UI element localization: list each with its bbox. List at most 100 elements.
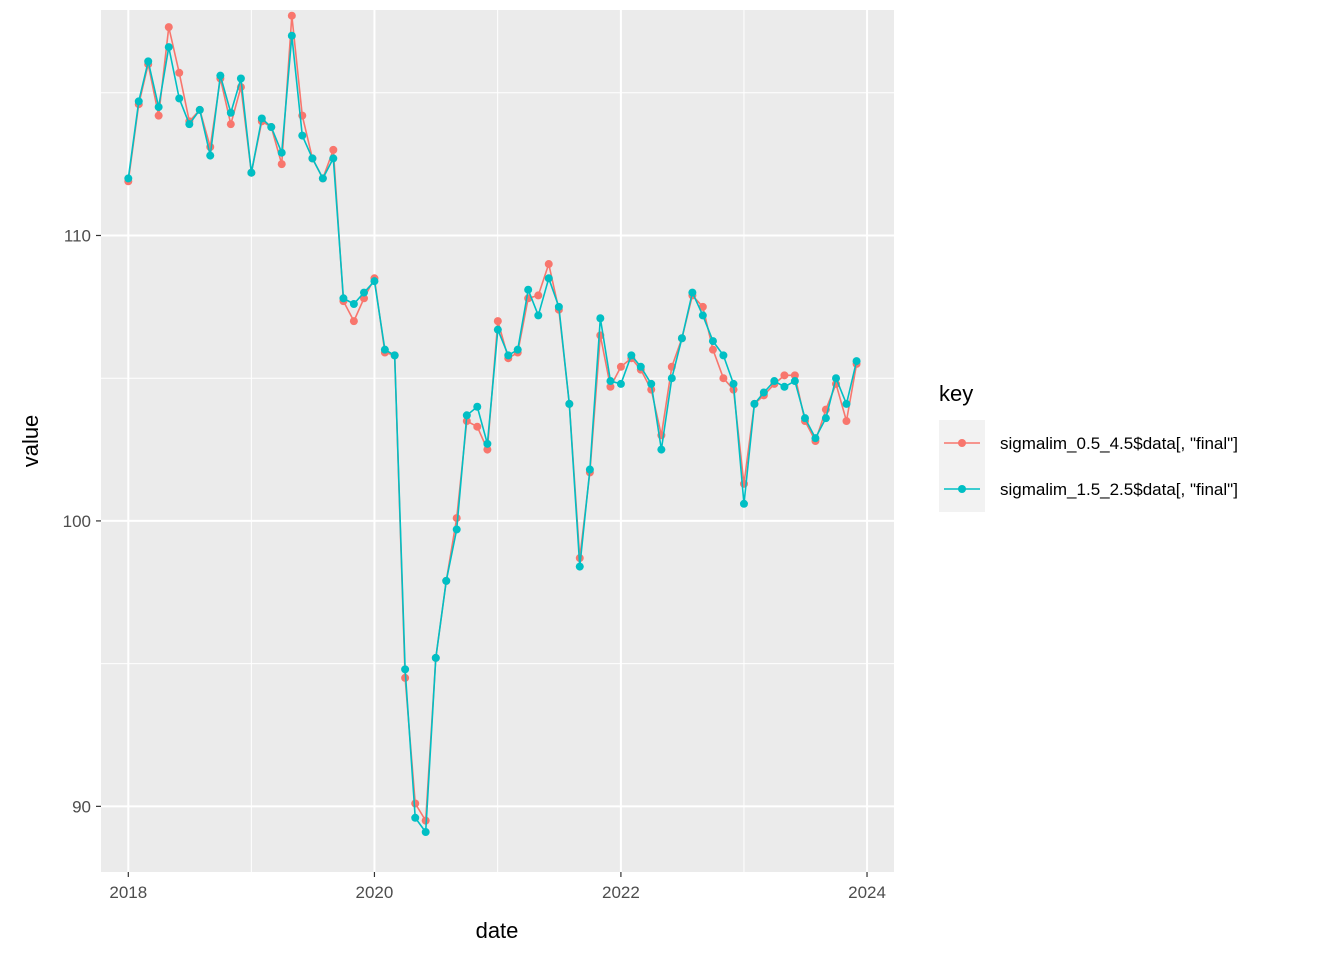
series-2-point (431, 653, 440, 662)
series-2-point (780, 382, 789, 391)
series-2-point (565, 399, 574, 408)
x-tick-label: 2018 (109, 883, 147, 902)
series-1-point (616, 362, 625, 371)
series-2-point (185, 120, 194, 129)
series-2-point (554, 302, 563, 311)
series-layer (124, 11, 861, 837)
series-2 (124, 31, 861, 837)
x-tick-label: 2020 (356, 883, 394, 902)
series-2-point (277, 148, 286, 157)
minor-gridlines (101, 10, 894, 872)
series-1-point (606, 382, 615, 391)
series-2-point (616, 379, 625, 388)
series-1-point (698, 302, 707, 311)
series-2-point (401, 665, 410, 674)
series-2-point (790, 377, 799, 386)
series-2-point (667, 374, 676, 383)
series-2-point (380, 345, 389, 354)
series-2-point (504, 351, 513, 360)
y-axis-title: value (18, 415, 43, 468)
series-1-point (359, 294, 368, 303)
legend: key sigmalim_0.5_4.5$data[, "final"]sigm… (939, 381, 1238, 512)
series-1-point (287, 11, 296, 20)
series-1-point (493, 317, 502, 326)
major-gridlines (101, 10, 894, 872)
series-2-point (483, 439, 492, 448)
series-1-point (647, 385, 656, 394)
series-2-point (770, 377, 779, 386)
series-2-point (257, 114, 266, 123)
series-1-point (277, 160, 286, 169)
series-2-point (647, 379, 656, 388)
series-2-point (462, 411, 471, 420)
series-1-point (483, 445, 492, 454)
series-2-point (677, 334, 686, 343)
series-1-point (154, 111, 163, 120)
series-2-point (585, 465, 594, 474)
y-tick-label: 110 (64, 226, 91, 245)
series-2-point (729, 379, 738, 388)
series-2-point (154, 103, 163, 112)
series-2-point (493, 325, 502, 334)
series-2-line (127, 34, 858, 833)
y-tick-label: 100 (63, 512, 91, 531)
y-tick-label: 90 (72, 797, 91, 816)
series-2-point (759, 388, 768, 397)
series-2-point (164, 43, 173, 52)
series-2-point (339, 294, 348, 303)
series-2-point (308, 154, 317, 163)
series-2-point (267, 123, 276, 132)
series-2-point (698, 311, 707, 320)
series-2-point (329, 154, 338, 163)
series-2-point (534, 311, 543, 320)
legend-keys: sigmalim_0.5_4.5$data[, "final"] sigmalim… (939, 420, 1238, 512)
series-1-point (473, 422, 482, 431)
series-2-point (124, 174, 133, 183)
legend-label: sigmalim_1.5_2.5$data[, "final"] (1000, 480, 1238, 499)
series-2-point (688, 288, 697, 297)
series-2-point (195, 105, 204, 114)
series-1-point (226, 120, 235, 129)
series-2-point (226, 108, 235, 117)
series-2-point (452, 525, 461, 534)
series-2-point (708, 337, 717, 346)
legend-title: key (939, 381, 973, 406)
series-2-point (575, 562, 584, 571)
series-2-point (247, 168, 256, 177)
series-2-point (811, 434, 820, 443)
series-1-point (544, 260, 553, 269)
series-2-point (524, 285, 533, 294)
series-1-point (349, 317, 358, 326)
series-2-point (236, 74, 245, 83)
series-2-point (144, 57, 153, 66)
series-2-point (206, 151, 215, 160)
series-2-point (657, 445, 666, 454)
x-axis-title: date (476, 918, 519, 943)
series-2-point (842, 399, 851, 408)
series-2-point (596, 314, 605, 323)
series-2-point (739, 499, 748, 508)
series-2-point (287, 31, 296, 40)
series-2-point (750, 399, 759, 408)
series-2-point (421, 828, 430, 837)
x-tick-label: 2022 (602, 883, 640, 902)
series-1-point (452, 514, 461, 523)
series-1-point (708, 345, 717, 354)
series-2-point (134, 97, 143, 106)
legend-label: sigmalim_0.5_4.5$data[, "final"] (1000, 434, 1238, 453)
series-1-point (719, 374, 728, 383)
series-2-point (821, 414, 830, 423)
series-2-point (318, 174, 327, 183)
series-2-point (390, 351, 399, 360)
series-1-point (164, 23, 173, 32)
series-2-point (359, 288, 368, 297)
series-2-point (411, 813, 420, 822)
series-1-point (411, 799, 420, 808)
legend-key-point (958, 485, 966, 493)
series-2-point (442, 576, 451, 585)
series-2-point (852, 357, 861, 366)
series-1-point (175, 68, 184, 77)
series-2-point (513, 345, 522, 354)
series-2-point (370, 277, 379, 286)
